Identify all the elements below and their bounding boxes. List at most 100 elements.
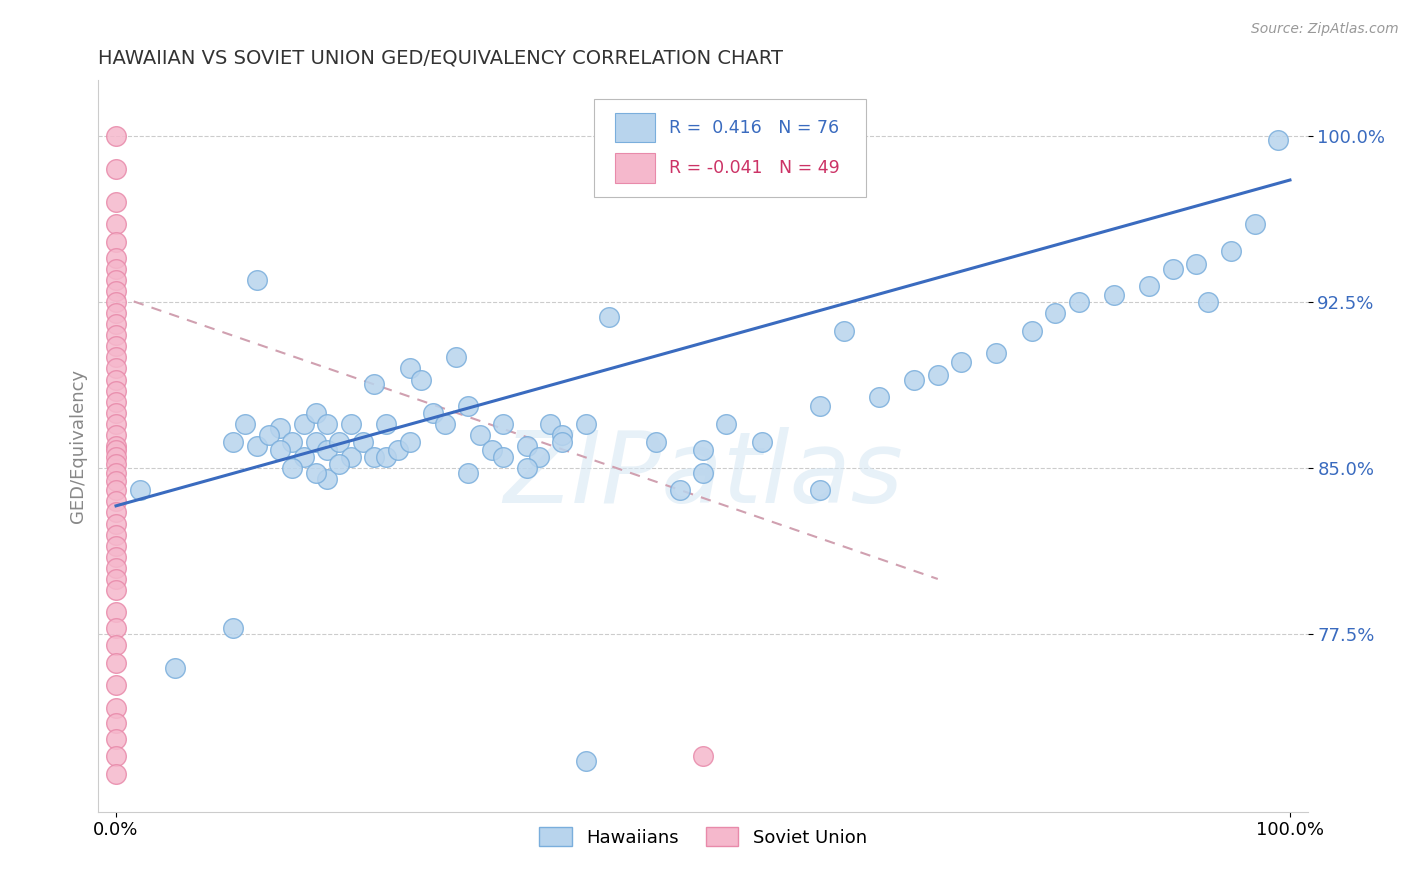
Point xyxy=(422,406,444,420)
Point xyxy=(105,417,128,431)
Point xyxy=(340,417,363,431)
Point xyxy=(105,372,128,386)
Point xyxy=(105,549,128,564)
Point xyxy=(292,417,315,431)
Point xyxy=(1021,324,1043,338)
Point xyxy=(105,443,128,458)
Point xyxy=(692,749,714,764)
Point xyxy=(304,466,326,480)
Point xyxy=(105,439,128,453)
Point xyxy=(281,434,304,449)
Point xyxy=(105,494,128,508)
Point xyxy=(538,417,561,431)
Text: Source: ZipAtlas.com: Source: ZipAtlas.com xyxy=(1251,22,1399,37)
Point xyxy=(246,439,269,453)
Point xyxy=(808,483,831,498)
Text: HAWAIIAN VS SOVIET UNION GED/EQUIVALENCY CORRELATION CHART: HAWAIIAN VS SOVIET UNION GED/EQUIVALENCY… xyxy=(98,48,783,68)
Point xyxy=(398,434,420,449)
Point xyxy=(1267,133,1289,147)
Point xyxy=(304,406,326,420)
Point xyxy=(316,417,339,431)
Point xyxy=(387,443,409,458)
Point xyxy=(105,561,128,575)
Point xyxy=(105,273,128,287)
Point xyxy=(105,621,128,635)
Point xyxy=(832,324,855,338)
Point xyxy=(1220,244,1243,258)
Point xyxy=(433,417,456,431)
Point xyxy=(950,355,973,369)
Point xyxy=(328,457,350,471)
Text: R = -0.041   N = 49: R = -0.041 N = 49 xyxy=(669,159,839,177)
Point xyxy=(105,195,128,210)
Point xyxy=(105,161,128,176)
Point xyxy=(292,450,315,464)
Point xyxy=(340,450,363,464)
Point xyxy=(105,483,128,498)
Point xyxy=(986,346,1008,360)
Point xyxy=(105,406,128,420)
Point xyxy=(105,767,128,781)
Point xyxy=(105,749,128,764)
Point xyxy=(257,428,280,442)
Point xyxy=(105,605,128,619)
Point xyxy=(105,251,128,265)
Point xyxy=(516,439,538,453)
Point xyxy=(246,273,269,287)
Point xyxy=(105,457,128,471)
Point xyxy=(927,368,949,382)
Point xyxy=(105,539,128,553)
Point xyxy=(105,583,128,598)
Point xyxy=(516,461,538,475)
Point xyxy=(233,417,256,431)
Point xyxy=(363,450,385,464)
Point xyxy=(105,328,128,343)
Point xyxy=(575,754,598,768)
Point xyxy=(352,434,374,449)
Point xyxy=(668,483,690,498)
Point xyxy=(105,261,128,276)
Point xyxy=(398,361,420,376)
Point xyxy=(105,678,128,692)
Point xyxy=(105,128,128,143)
Point xyxy=(716,417,738,431)
FancyBboxPatch shape xyxy=(614,153,655,183)
Point xyxy=(375,450,398,464)
Point xyxy=(163,660,186,674)
Text: R =  0.416   N = 76: R = 0.416 N = 76 xyxy=(669,119,839,136)
Point xyxy=(105,284,128,298)
Point xyxy=(105,351,128,365)
Point xyxy=(751,434,773,449)
Point xyxy=(645,434,668,449)
Point xyxy=(105,294,128,309)
Point xyxy=(575,417,598,431)
Point xyxy=(457,466,479,480)
Point xyxy=(692,466,714,480)
Point xyxy=(105,572,128,586)
Point xyxy=(105,700,128,714)
Point xyxy=(105,339,128,353)
Point xyxy=(105,317,128,331)
Point xyxy=(105,527,128,541)
Point xyxy=(105,716,128,731)
Point xyxy=(105,384,128,398)
Point xyxy=(281,461,304,475)
Point xyxy=(105,731,128,746)
Point xyxy=(105,235,128,249)
Point xyxy=(105,394,128,409)
Point xyxy=(269,443,291,458)
Point xyxy=(468,428,491,442)
FancyBboxPatch shape xyxy=(595,99,866,197)
Point xyxy=(1161,261,1184,276)
Point xyxy=(128,483,150,498)
Point xyxy=(1043,306,1066,320)
Point xyxy=(375,417,398,431)
Point xyxy=(446,351,468,365)
Point xyxy=(222,621,245,635)
Point xyxy=(1197,294,1219,309)
Point xyxy=(598,310,620,325)
Point xyxy=(551,428,574,442)
Point xyxy=(1102,288,1125,302)
Point xyxy=(105,466,128,480)
Point xyxy=(692,443,714,458)
